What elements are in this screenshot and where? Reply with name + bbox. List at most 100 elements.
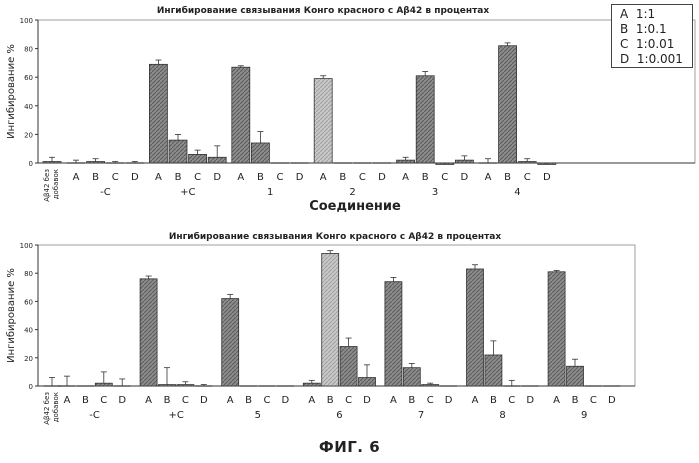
x-category-label: B xyxy=(164,395,171,406)
bar-6-B xyxy=(322,253,339,386)
x-category-label: D xyxy=(213,172,221,183)
x-category-label: B xyxy=(490,395,497,406)
bar-3-B xyxy=(416,76,434,163)
bar-4-C xyxy=(518,162,536,163)
x-group-label: 2 xyxy=(349,187,355,198)
bar-3-D xyxy=(455,160,473,163)
bar-5-A xyxy=(222,299,239,386)
bar-8-A xyxy=(467,269,484,386)
x-group-label: 5 xyxy=(255,410,261,421)
bar-9-A xyxy=(548,272,565,386)
x-category-label: A xyxy=(390,395,397,406)
x-category-label: C xyxy=(508,395,515,406)
x-group-label: 7 xyxy=(418,410,424,421)
x-category-label: C xyxy=(194,172,201,183)
bar-4-B xyxy=(499,46,517,163)
x-category-label: B xyxy=(327,395,334,406)
y-tick-label: 40 xyxy=(24,327,33,335)
x-category-label: A xyxy=(227,395,234,406)
bar-+C-C xyxy=(177,385,194,386)
bar-+C-C xyxy=(189,154,207,163)
bar-6-A xyxy=(303,383,320,386)
x-category-label: B xyxy=(175,172,182,183)
bar-9-B xyxy=(567,366,584,386)
bar-+C-A xyxy=(140,279,157,386)
chart-title: Ингибирование связывания Конго красного … xyxy=(169,231,502,242)
x-group-label: 1 xyxy=(267,187,273,198)
x-category-label: D xyxy=(526,395,534,406)
bar-7-C xyxy=(422,385,439,386)
x-category-label: A xyxy=(320,172,327,183)
x-group-label: 6 xyxy=(336,410,342,421)
x-category-label: D xyxy=(200,395,208,406)
baseline-label: добавок xyxy=(52,169,60,199)
x-category-label: D xyxy=(608,395,616,406)
x-group-label: 9 xyxy=(581,410,587,421)
y-tick-label: 80 xyxy=(24,46,33,54)
x-category-label: C xyxy=(359,172,366,183)
x-category-label: C xyxy=(427,395,434,406)
x-category-label: B xyxy=(339,172,346,183)
legend-entry-d: D 1:0.001 xyxy=(620,52,692,67)
x-category-label: B xyxy=(82,395,89,406)
x-category-label: B xyxy=(422,172,429,183)
y-axis-label: Ингибирование % xyxy=(6,44,17,139)
x-category-label: A xyxy=(155,172,162,183)
x-category-label: B xyxy=(504,172,511,183)
x-category-label: B xyxy=(257,172,264,183)
y-tick-label: 100 xyxy=(20,17,33,25)
x-axis-label: Соединение xyxy=(309,199,401,214)
baseline-label: добавок xyxy=(52,392,60,422)
x-category-label: C xyxy=(590,395,597,406)
bar-2-A xyxy=(314,79,332,163)
bar-baseline xyxy=(43,162,61,163)
x-category-label: B xyxy=(408,395,415,406)
chart-bottom-panel: Ингибирование связывания Конго красного … xyxy=(0,225,699,435)
bar-7-B xyxy=(403,368,420,386)
x-category-label: C xyxy=(182,395,189,406)
x-category-label: D xyxy=(445,395,453,406)
bar-6-C xyxy=(340,347,357,386)
x-category-label: A xyxy=(553,395,560,406)
bar-+C-B xyxy=(159,385,176,386)
x-category-label: D xyxy=(378,172,386,183)
x-category-label: D xyxy=(296,172,304,183)
chart-top-panel: Ингибирование связывания Конго красного … xyxy=(0,0,699,215)
bar-+C-D xyxy=(208,157,226,163)
bar-7-A xyxy=(385,282,402,386)
x-group-label: 4 xyxy=(514,187,520,198)
y-tick-label: 100 xyxy=(20,242,33,250)
x-category-label: B xyxy=(572,395,579,406)
baseline-label: Aβ42 без xyxy=(43,392,51,425)
baseline-label: Aβ42 без xyxy=(43,169,51,202)
y-tick-label: 0 xyxy=(29,383,33,391)
bar-3-A xyxy=(397,160,415,163)
y-tick-label: 60 xyxy=(24,74,33,82)
legend: A 1:1 B 1:0.1 C 1:0.01 D 1:0.001 xyxy=(611,4,693,68)
bar-+C-A xyxy=(149,64,167,163)
y-tick-label: 80 xyxy=(24,270,33,278)
x-category-label: B xyxy=(92,172,99,183)
y-tick-label: 40 xyxy=(24,103,33,111)
bar-8-B xyxy=(485,355,502,386)
x-category-label: A xyxy=(145,395,152,406)
x-category-label: C xyxy=(345,395,352,406)
x-category-label: D xyxy=(118,395,126,406)
bar-+C-B xyxy=(169,140,187,163)
bar--C-B xyxy=(87,162,105,163)
x-category-label: A xyxy=(472,395,479,406)
y-tick-label: 20 xyxy=(24,355,33,363)
x-group-label: -C xyxy=(100,187,111,198)
x-category-label: A xyxy=(485,172,492,183)
legend-entry-b: B 1:0.1 xyxy=(620,22,692,37)
x-category-label: A xyxy=(402,172,409,183)
x-category-label: D xyxy=(461,172,469,183)
bar-6-D xyxy=(359,378,376,386)
legend-entry-a: A 1:1 xyxy=(620,7,692,22)
x-category-label: C xyxy=(524,172,531,183)
x-category-label: C xyxy=(100,395,107,406)
x-group-label: +C xyxy=(169,410,184,421)
x-category-label: D xyxy=(131,172,139,183)
x-category-label: C xyxy=(264,395,271,406)
y-tick-label: 20 xyxy=(24,131,33,139)
